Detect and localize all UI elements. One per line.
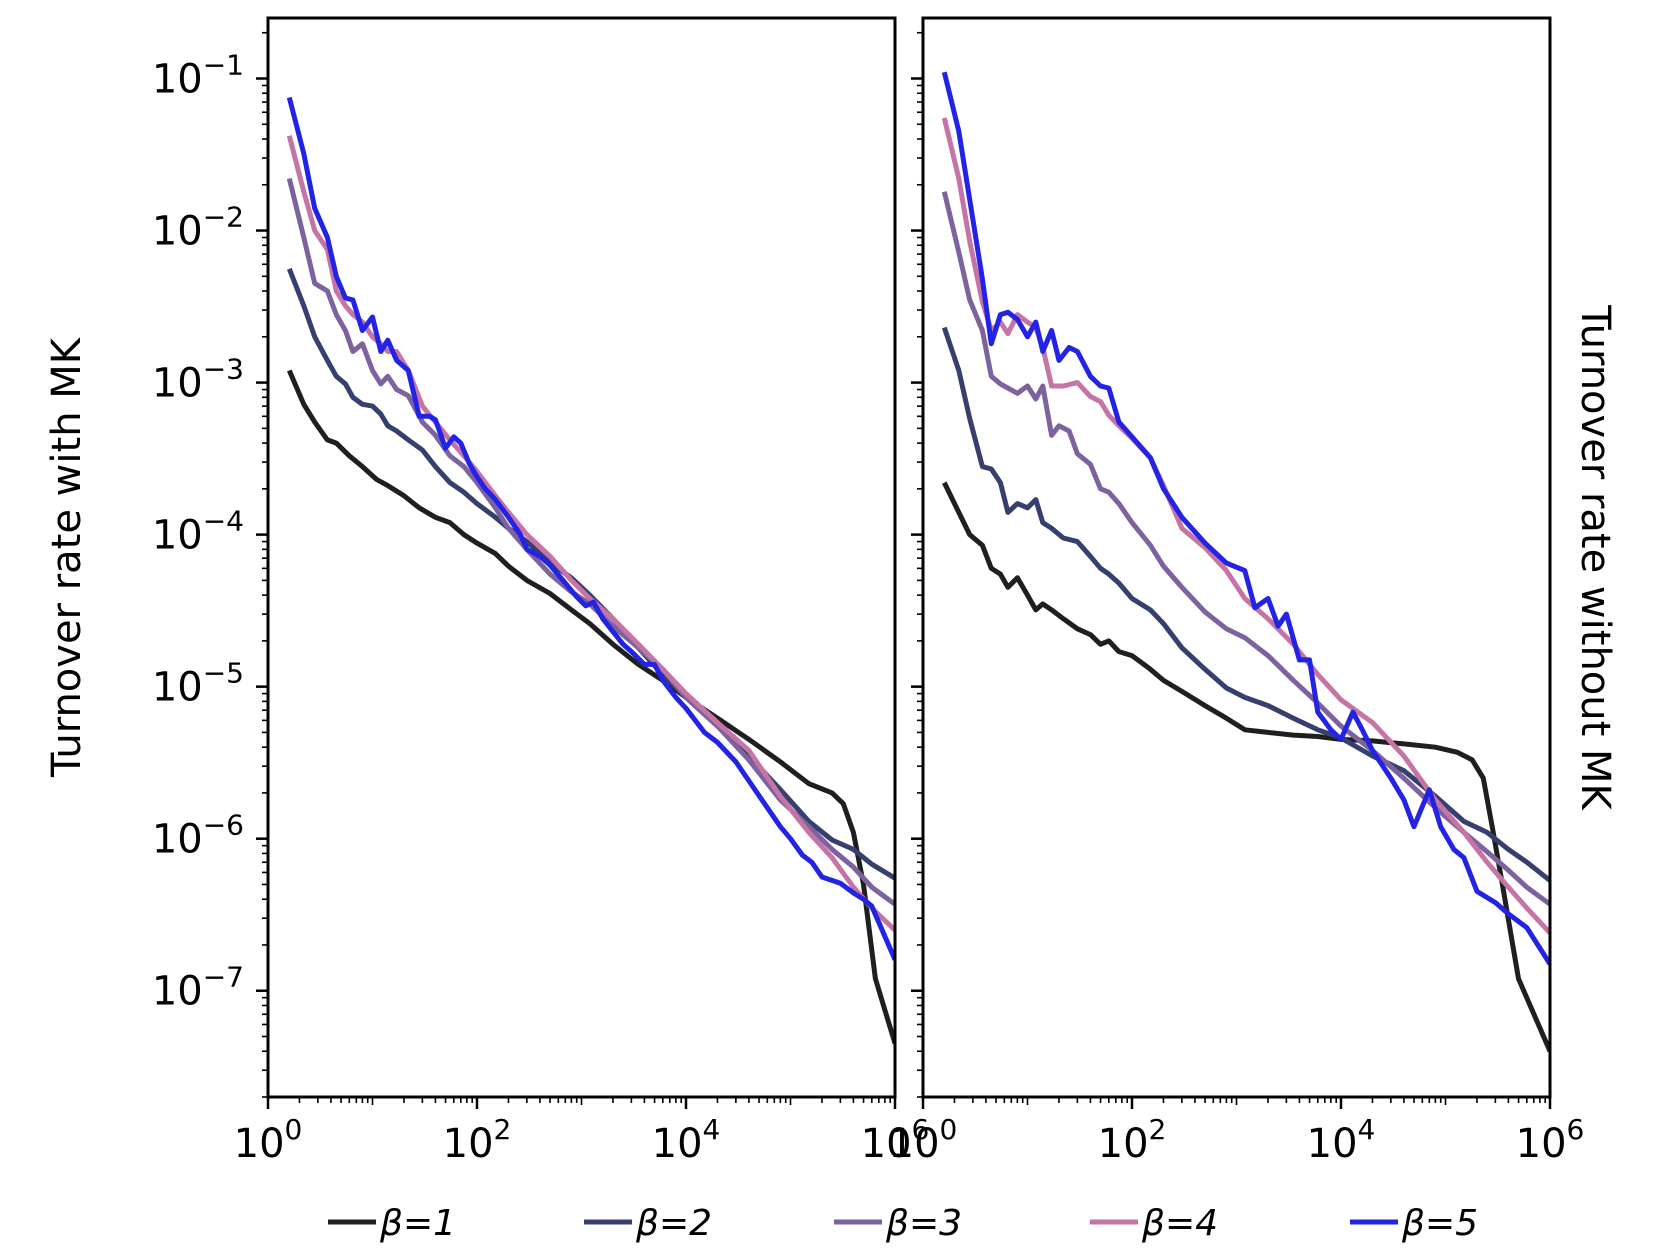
x-tick-label: 106 [861, 1113, 930, 1167]
panel-with-mk: 100 102 104 106 10−1 10−2 10−3 10−4 10−5 10−6 10−7… [44, 16, 930, 1167]
series-group [286, 96, 895, 1045]
series-line-beta-5 [286, 96, 895, 961]
y-tick-label: 10−6 [152, 809, 244, 863]
x-axis: 100 102 104 106 [889, 1097, 1585, 1167]
legend-label: β=4 [1141, 1203, 1218, 1244]
series-group [941, 71, 1550, 1053]
y-axis: 10−1 10−2 10−3 10−4 10−5 10−6 10−7 [152, 31, 268, 1098]
legend-label: β=1 [379, 1203, 456, 1244]
y-tick-label: 10−2 [152, 201, 244, 255]
x-tick-label: 102 [443, 1113, 512, 1167]
y-axis-title: Turnover rate without MK [1572, 304, 1618, 811]
y-tick-label: 10−4 [152, 505, 244, 559]
y-axis-title: Turnover rate with MK [44, 336, 90, 778]
y-tick-label: 10−1 [152, 49, 244, 103]
series-line-beta-2 [286, 267, 895, 881]
series-line-beta-4 [941, 117, 1550, 935]
series-line-beta-3 [286, 177, 895, 907]
legend-label: β=3 [885, 1203, 962, 1244]
legend-item-beta-4: β=4 [1090, 1203, 1218, 1244]
legend-item-beta-3: β=3 [834, 1203, 962, 1244]
series-line-beta-2 [941, 326, 1550, 883]
legend-item-beta-1: β=1 [328, 1203, 456, 1244]
plot-frame [266, 16, 897, 1099]
series-line-beta-1 [287, 369, 895, 1045]
x-tick-label: 100 [234, 1113, 303, 1167]
y-tick-label: 10−5 [152, 657, 244, 711]
x-axis: 100 102 104 106 [234, 1097, 930, 1167]
series-line-beta-3 [941, 191, 1550, 907]
legend-item-beta-2: β=2 [584, 1203, 712, 1244]
series-line-beta-1 [942, 481, 1550, 1053]
x-tick-label: 102 [1098, 1113, 1167, 1167]
y-tick-label: 10−7 [152, 961, 244, 1015]
y-axis [911, 31, 923, 1098]
legend-label: β=5 [1401, 1203, 1478, 1244]
plot-frame [921, 16, 1552, 1099]
legend-item-beta-5: β=5 [1350, 1203, 1478, 1244]
legend-label: β=2 [635, 1203, 712, 1244]
legend: β=1 β=2 β=3 β=4 β=5 [328, 1203, 1478, 1244]
series-line-beta-4 [286, 135, 895, 933]
y-tick-label: 10−3 [152, 353, 244, 407]
x-tick-label: 104 [652, 1113, 721, 1167]
x-tick-label: 106 [1516, 1113, 1585, 1167]
x-tick-label: 100 [889, 1113, 958, 1167]
panel-without-mk: 100 102 104 106 Turnover rate without MK [889, 16, 1618, 1167]
x-tick-label: 104 [1307, 1113, 1376, 1167]
series-line-beta-5 [941, 71, 1550, 966]
